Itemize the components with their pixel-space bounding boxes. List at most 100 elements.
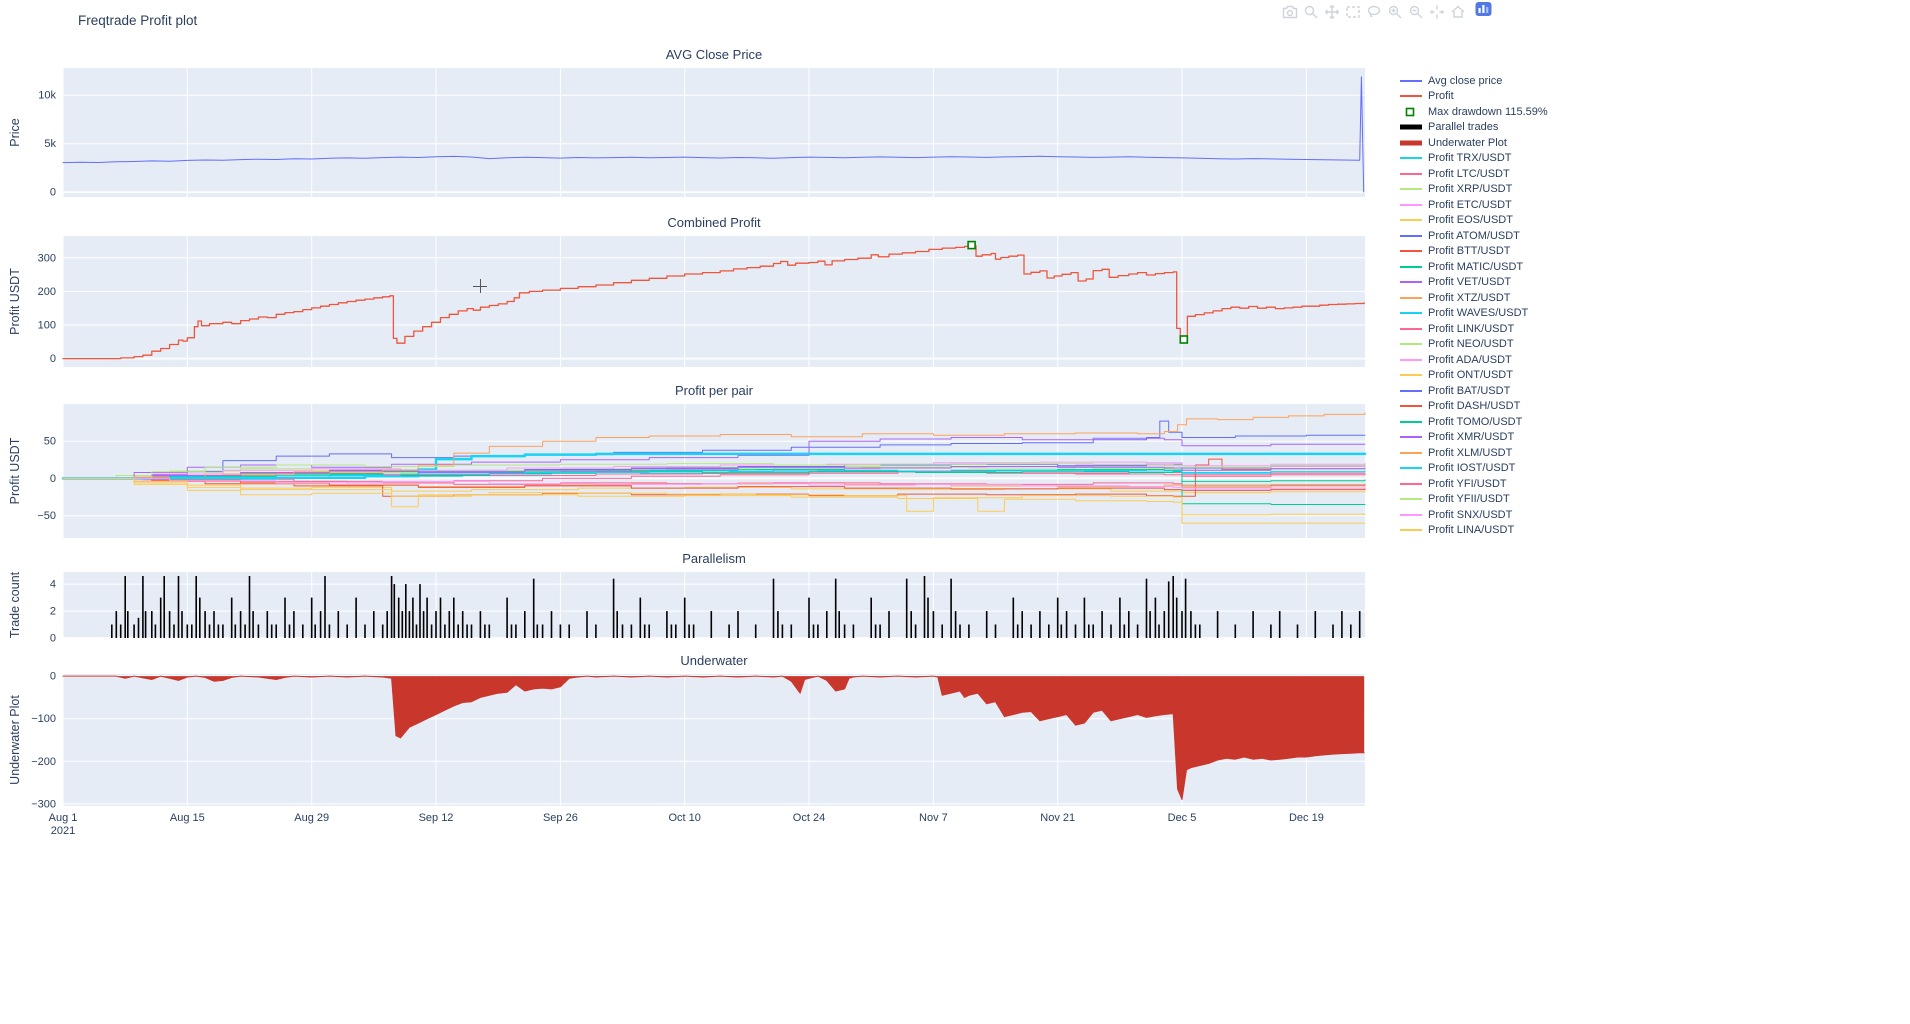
y-axis-title: Profit USDT xyxy=(8,268,22,335)
trade-count-bar xyxy=(1350,624,1352,638)
pan-icon[interactable] xyxy=(1324,4,1340,20)
legend-item[interactable]: Profit YFI/USDT xyxy=(1398,476,1548,492)
subplot-title: AVG Close Price xyxy=(666,47,763,62)
legend-item[interactable]: Parallel trades xyxy=(1398,120,1548,136)
legend-label: Profit ADA/USDT xyxy=(1428,353,1512,366)
zoom-in-icon[interactable] xyxy=(1387,4,1403,20)
legend-label: Profit ETC/USDT xyxy=(1428,198,1512,211)
legend-swatch xyxy=(1400,296,1422,299)
legend-item[interactable]: Profit xyxy=(1398,89,1548,105)
camera-icon[interactable] xyxy=(1282,4,1298,20)
trade-count-bar xyxy=(435,611,437,638)
subplot-title: Profit per pair xyxy=(675,383,754,398)
series-avg-close-price xyxy=(62,76,1365,193)
trade-count-bar xyxy=(1092,624,1094,638)
lasso-select-icon[interactable] xyxy=(1366,4,1382,20)
trade-count-bar xyxy=(1039,611,1041,638)
zoom-out-icon[interactable] xyxy=(1408,4,1424,20)
trade-count-bar xyxy=(181,611,183,638)
series-profit-xlm-usdt xyxy=(62,412,1366,479)
legend-item[interactable]: Profit DASH/USDT xyxy=(1398,399,1548,415)
trade-count-bar xyxy=(217,624,220,638)
max-drawdown-marker xyxy=(967,240,976,250)
legend-item[interactable]: Profit SNX/USDT xyxy=(1398,507,1548,523)
trade-count-bar xyxy=(1296,624,1299,638)
trade-count-bar xyxy=(923,576,926,638)
x-tick-label: Dec 19 xyxy=(1289,812,1324,824)
trade-count-bar xyxy=(213,611,215,638)
legend-item[interactable]: Profit XTZ/USDT xyxy=(1398,290,1548,306)
legend-swatch xyxy=(1400,140,1422,146)
y-tick-label: 100 xyxy=(38,320,56,332)
legend-item[interactable]: Profit ADA/USDT xyxy=(1398,352,1548,368)
trade-count-bar xyxy=(874,624,877,638)
trade-count-bar xyxy=(532,578,535,638)
legend-item[interactable]: Profit LINK/USDT xyxy=(1398,321,1548,337)
trade-count-bar xyxy=(1101,611,1103,638)
trade-count-bar xyxy=(790,624,793,638)
trade-count-bar xyxy=(1016,624,1019,638)
trade-count-bar xyxy=(1149,611,1151,638)
legend-item[interactable]: Profit WAVES/USDT xyxy=(1398,306,1548,322)
legend-swatch xyxy=(1400,343,1422,346)
legend-item[interactable]: Profit ETC/USDT xyxy=(1398,197,1548,213)
series-profit-ont-usdt xyxy=(62,477,1366,524)
plot-area-1[interactable] xyxy=(63,68,1365,197)
legend-item[interactable]: Profit BAT/USDT xyxy=(1398,383,1548,399)
legend-label: Profit TRX/USDT xyxy=(1428,152,1512,165)
trade-count-bar xyxy=(550,611,553,638)
autoscale-icon[interactable] xyxy=(1429,4,1445,20)
x-tick-label: Oct 10 xyxy=(668,812,700,824)
legend-item[interactable]: Profit VET/USDT xyxy=(1398,275,1548,291)
trade-count-bar xyxy=(1172,576,1174,638)
legend-item[interactable]: Profit IOST/USDT xyxy=(1398,461,1548,477)
legend-item[interactable]: Profit YFII/USDT xyxy=(1398,492,1548,508)
trade-count-bar xyxy=(1181,611,1183,638)
legend-swatch xyxy=(1400,188,1422,191)
reset-axes-icon[interactable] xyxy=(1450,4,1466,20)
legend-item[interactable]: Profit ATOM/USDT xyxy=(1398,228,1548,244)
trade-count-bar xyxy=(453,597,455,638)
plot-area-2[interactable] xyxy=(63,236,1365,367)
legend-item[interactable]: Profit XLM/USDT xyxy=(1398,445,1548,461)
legend-item[interactable]: Underwater Plot xyxy=(1398,135,1548,151)
plotly-logo-icon[interactable] xyxy=(1475,1,1492,22)
legend-item[interactable]: Avg close price xyxy=(1398,73,1548,89)
series-profit-ltc-usdt xyxy=(62,471,1366,484)
plot-area-4[interactable] xyxy=(63,572,1365,638)
legend-item[interactable]: Profit NEO/USDT xyxy=(1398,337,1548,353)
trade-count-bar xyxy=(314,624,316,638)
legend-item[interactable]: Profit LINA/USDT xyxy=(1398,523,1548,539)
box-select-icon[interactable] xyxy=(1345,4,1361,20)
legend-label: Profit XTZ/USDT xyxy=(1428,291,1511,304)
legend-item[interactable]: Profit TRX/USDT xyxy=(1398,151,1548,167)
legend-item[interactable]: Profit ONT/USDT xyxy=(1398,368,1548,384)
legend-item[interactable]: Profit TOMO/USDT xyxy=(1398,414,1548,430)
trade-count-bar xyxy=(412,597,414,638)
legend-label: Profit XMR/USDT xyxy=(1428,431,1515,444)
x-tick-label: Nov 21 xyxy=(1040,812,1075,824)
legend-item[interactable]: Profit XRP/USDT xyxy=(1398,182,1548,198)
trade-count-bar xyxy=(630,624,633,638)
y-axis-title: Trade count xyxy=(8,571,22,638)
legend-item[interactable]: Profit LTC/USDT xyxy=(1398,166,1548,182)
trade-count-bar xyxy=(222,624,224,638)
trade-count-bar xyxy=(737,611,739,638)
legend-label: Profit DASH/USDT xyxy=(1428,400,1521,413)
trade-count-bar xyxy=(191,624,193,638)
legend-item[interactable]: Max drawdown 115.59% xyxy=(1398,104,1548,120)
legend-item[interactable]: Profit EOS/USDT xyxy=(1398,213,1548,229)
legend-item[interactable]: Profit BTT/USDT xyxy=(1398,244,1548,260)
trade-count-bar xyxy=(168,611,171,638)
trade-count-bar xyxy=(257,624,260,638)
legend-item[interactable]: Profit MATIC/USDT xyxy=(1398,259,1548,275)
trade-count-bar xyxy=(328,624,331,638)
y-tick-label: −300 xyxy=(31,798,56,810)
series-profit-yfi-usdt xyxy=(62,477,1366,487)
legend-item[interactable]: Profit XMR/USDT xyxy=(1398,430,1548,446)
legend-swatch xyxy=(1400,327,1422,330)
zoom-icon[interactable] xyxy=(1303,4,1319,20)
trade-count-bar xyxy=(1234,624,1237,638)
trade-count-bar xyxy=(1060,624,1063,638)
trade-count-bar xyxy=(870,597,872,638)
